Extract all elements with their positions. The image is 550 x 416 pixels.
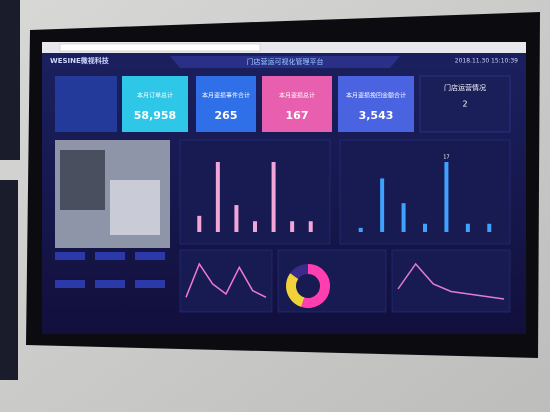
browser-bar xyxy=(42,42,526,53)
pie-slice xyxy=(286,273,305,307)
pie-slice xyxy=(301,264,330,308)
status-card xyxy=(419,75,511,133)
bar xyxy=(444,162,449,232)
bar xyxy=(308,221,313,232)
stat-value: 58,958 xyxy=(134,109,176,122)
bar xyxy=(423,223,427,232)
side-monitor xyxy=(0,180,18,380)
camera-desk xyxy=(110,180,160,235)
status-value: 2 xyxy=(462,100,467,109)
line xyxy=(185,262,267,299)
status-title: 门店运营情况 xyxy=(444,83,486,92)
camera-buttons xyxy=(55,252,165,288)
line xyxy=(397,262,505,300)
stat-value: 265 xyxy=(215,109,238,122)
bar-label: 17 xyxy=(443,155,449,161)
stat-card xyxy=(338,76,414,132)
address-bar xyxy=(59,43,261,52)
bar xyxy=(358,227,363,232)
button[interactable] xyxy=(135,252,165,260)
stat-card xyxy=(196,76,256,132)
bar xyxy=(215,162,220,232)
bar xyxy=(401,203,406,232)
button[interactable] xyxy=(95,280,125,288)
bar xyxy=(253,221,257,232)
logo: WESINE微视科技 xyxy=(50,56,110,65)
button[interactable] xyxy=(95,252,125,260)
stat-label: 本月订单总计 xyxy=(137,92,173,100)
panel xyxy=(391,249,511,313)
panel xyxy=(179,249,273,313)
title-bg xyxy=(170,56,400,68)
icon-card xyxy=(55,76,117,132)
bar xyxy=(197,215,202,232)
stat-value: 3,543 xyxy=(359,109,394,122)
stat-label: 本月盗损总计 xyxy=(279,92,315,100)
stat-value: 167 xyxy=(286,109,309,122)
button[interactable] xyxy=(55,252,85,260)
stat-card xyxy=(262,76,332,132)
title: 门店营运可视化管理平台 xyxy=(247,57,324,66)
side-monitor xyxy=(0,0,20,160)
button[interactable] xyxy=(55,280,85,288)
pie-slice xyxy=(290,264,309,280)
bar xyxy=(380,178,385,232)
button[interactable] xyxy=(135,280,165,288)
bar xyxy=(271,162,276,232)
bar xyxy=(234,205,239,232)
bar xyxy=(290,221,295,232)
stat-label: 本月盗损事件合计 xyxy=(202,92,250,100)
camera-person xyxy=(60,150,105,210)
bar xyxy=(487,223,492,232)
stat-card xyxy=(122,76,188,132)
datetime: 2018.11.30 15:10:39 xyxy=(455,58,518,65)
bar xyxy=(465,223,470,232)
stat-label: 本月盗损挽回金额合计 xyxy=(346,92,406,100)
